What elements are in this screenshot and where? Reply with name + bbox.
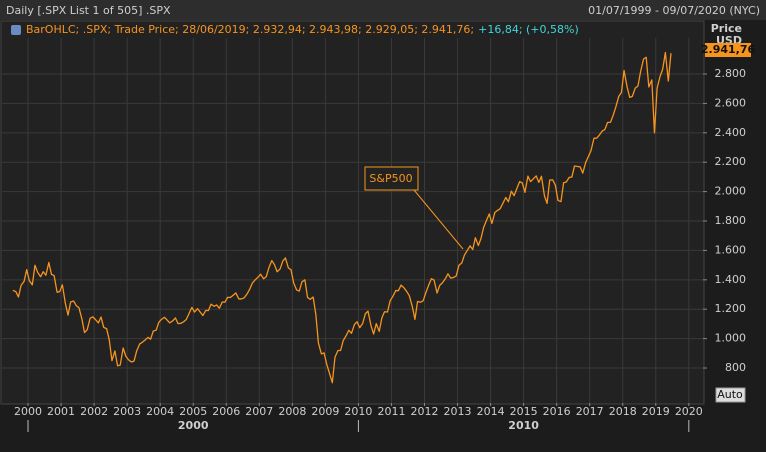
x-tick-label: 2009: [311, 405, 339, 418]
y-tick-label: 2.400: [715, 126, 747, 139]
x-tick-label: 2014: [477, 405, 505, 418]
x-tick-label: 2017: [576, 405, 604, 418]
header-bar: [0, 0, 766, 20]
x-tick-label: 2011: [377, 405, 405, 418]
last-price-box: [705, 43, 751, 57]
legend-icon: [11, 25, 21, 35]
y-tick-label: 1.800: [715, 214, 747, 227]
last-price-label: 2.941,76: [701, 43, 756, 56]
auto-button-label[interactable]: Auto: [717, 388, 743, 401]
x-tick-label: 2004: [146, 405, 174, 418]
x-tick-label: 2010: [344, 405, 372, 418]
y-tick-label: 1.400: [715, 273, 747, 286]
y-tick-label: 1.000: [715, 332, 747, 345]
decade-label: 2010: [508, 419, 539, 432]
x-tick-label: 2006: [212, 405, 240, 418]
y-tick-label: 1.600: [715, 243, 747, 256]
x-tick-label: 2016: [543, 405, 571, 418]
x-tick-label: 2008: [278, 405, 306, 418]
annotation-box: [364, 166, 419, 191]
y-tick-label: 2.600: [715, 96, 747, 109]
y-tick-label: 2.000: [715, 185, 747, 198]
plot-area: [0, 20, 705, 405]
legend-change: +16,84; (+0,58%): [478, 23, 579, 36]
x-tick-label: 2018: [609, 405, 637, 418]
y-tick-label: 2.800: [715, 67, 747, 80]
x-tick-label: 2005: [179, 405, 207, 418]
y-tick-label: 800: [725, 361, 746, 374]
y-axis-label: Price: [711, 22, 742, 35]
plot-layer: 800 1.000 1.200 1.400 1.600 1.800 2.000 2.200 2.…: [2, 38, 746, 432]
y-tick-label: 1.200: [715, 302, 747, 315]
decade-label: 2000: [178, 419, 209, 432]
x-tick-label: 2007: [245, 405, 273, 418]
price-line: [12, 51, 672, 384]
x-tick-label: 2015: [510, 405, 538, 418]
x-tick-label: 2012: [410, 405, 438, 418]
header-range: 01/07/1999 - 09/07/2020 (NYC): [588, 4, 760, 17]
annotation: S&P500: [369, 172, 412, 185]
x-tick-label: 2003: [113, 405, 141, 418]
x-tick-label: 2001: [47, 405, 75, 418]
x-tick-label: 2000: [14, 405, 42, 418]
y-tick-label: 2.200: [715, 155, 747, 168]
x-tick-label: 2020: [675, 405, 703, 418]
x-tick-label: 2019: [642, 405, 670, 418]
auto-button[interactable]: [715, 387, 746, 403]
x-tick-label: 2013: [444, 405, 472, 418]
x-tick-label: 2002: [80, 405, 108, 418]
header-title: Daily [.SPX List 1 of 505] .SPX: [6, 4, 171, 17]
annotation-leader: [413, 189, 464, 250]
legend-text: BarOHLC; .SPX; Trade Price; 28/06/2019; …: [26, 23, 474, 36]
